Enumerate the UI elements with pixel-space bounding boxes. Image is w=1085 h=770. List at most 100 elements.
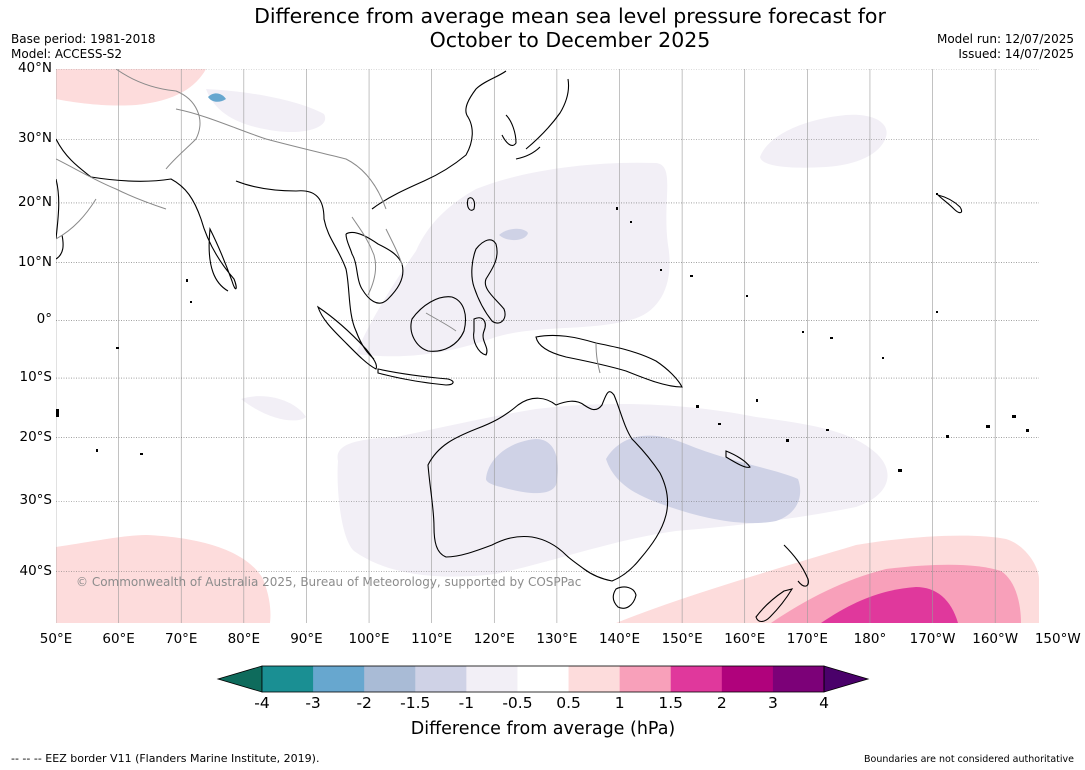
coastline-bay-of-bengal bbox=[235, 180, 375, 360]
title-line-2: October to December 2025 bbox=[429, 28, 711, 52]
pacific-islands bbox=[56, 193, 1029, 472]
base-period: Base period: 1981-2018 bbox=[11, 32, 156, 46]
eez-legend-note: -- -- -- EEZ border V11 (Flanders Marine… bbox=[11, 752, 320, 765]
model-name: Model: ACCESS-S2 bbox=[11, 47, 123, 61]
colorbar-segment bbox=[262, 666, 314, 692]
colorbar-segment bbox=[772, 666, 825, 692]
longitude-tick-label: 170°W bbox=[909, 631, 956, 647]
longitude-tick-label: 130°E bbox=[536, 631, 578, 647]
border-borneo-png bbox=[425, 312, 601, 374]
meta-right: Model run: 12/07/2025 Issued: 14/07/2025 bbox=[937, 32, 1074, 62]
negative-philippines-spot bbox=[499, 228, 528, 241]
latitude-tick-label: 30°N bbox=[17, 130, 52, 147]
coastline-new-zealand bbox=[755, 544, 809, 623]
positive-anomaly-northwest bbox=[56, 69, 206, 106]
longitude-tick-label: 80°E bbox=[227, 631, 261, 647]
latitude-tick-label: 20°N bbox=[17, 193, 52, 210]
negative-anomaly-himalaya-core bbox=[208, 93, 226, 102]
issued-date: Issued: 14/07/2025 bbox=[958, 47, 1074, 61]
coastline-arabian-peninsula bbox=[56, 178, 64, 260]
latitude-tick-label: 40°N bbox=[17, 60, 52, 76]
negative-anomaly-west-australia bbox=[486, 439, 558, 494]
colorbar-segment bbox=[364, 666, 416, 692]
colorbar-frame bbox=[261, 665, 825, 693]
colorbar-segment bbox=[721, 666, 774, 692]
coastline-borneo bbox=[410, 296, 467, 352]
longitude-tick-label: 180° bbox=[853, 631, 887, 647]
colorbar-over-arrow bbox=[823, 665, 870, 693]
longitude-tick-label: 110°E bbox=[411, 631, 453, 647]
longitude-tick-label: 160°E bbox=[724, 631, 766, 647]
coastline-sumatra bbox=[316, 305, 378, 370]
colorbar-tick: 3 bbox=[767, 694, 778, 712]
latitude-tick-label: 20°S bbox=[19, 428, 53, 445]
coastline-australia bbox=[427, 391, 669, 582]
colorbar-segment bbox=[517, 666, 570, 692]
colorbar-segment bbox=[568, 666, 621, 692]
coastline-china bbox=[371, 70, 507, 210]
longitude-tick-label: 150°W bbox=[1034, 631, 1081, 647]
coastline-arabia-india bbox=[56, 138, 237, 292]
weak-negative-north-pacific bbox=[760, 114, 887, 168]
weak-negative-himalaya bbox=[206, 89, 326, 133]
coastline-sulawesi bbox=[473, 317, 488, 356]
boundaries-disclaimer: Boundaries are not considered authoritat… bbox=[864, 754, 1074, 765]
coastline-taiwan bbox=[466, 197, 476, 211]
border-west-asia bbox=[56, 158, 167, 240]
colorbar bbox=[216, 665, 870, 693]
longitude-tick-label: 60°E bbox=[102, 631, 135, 647]
border-mekong bbox=[351, 216, 403, 296]
colorbar-segment bbox=[466, 666, 518, 692]
colorbar-tick: 2 bbox=[716, 694, 727, 712]
border-central-asia bbox=[115, 69, 387, 210]
country-borders bbox=[56, 69, 601, 374]
positive-anomaly-southwest bbox=[56, 535, 271, 623]
longitude-tick-label: 170°E bbox=[786, 631, 828, 647]
colorbar-label: Difference from average (hPa) bbox=[410, 719, 676, 739]
coastlines bbox=[56, 70, 963, 623]
title-line-1: Difference from average mean sea level p… bbox=[254, 4, 886, 28]
colorbar-segment bbox=[619, 666, 672, 692]
colorbar-segment bbox=[670, 666, 723, 692]
latitude-tick-label: 30°S bbox=[19, 492, 53, 509]
copyright-text: © Commonwealth of Australia 2025, Bureau… bbox=[76, 575, 581, 589]
coastline-korea bbox=[501, 114, 517, 146]
longitude-tick-label: 50°E bbox=[39, 631, 73, 647]
model-run: Model run: 12/07/2025 bbox=[936, 32, 1074, 46]
longitude-tick-label: 100°E bbox=[348, 631, 390, 647]
latitude-tick-label: 10°N bbox=[17, 253, 52, 270]
colorbar-tick: -1 bbox=[458, 694, 475, 712]
coastline-indochina bbox=[345, 231, 404, 304]
weak-negative-maritime-continent bbox=[356, 162, 670, 357]
coastline-philippines bbox=[471, 239, 506, 324]
longitude-tick-label: 70°E bbox=[164, 631, 198, 647]
colorbar-tick: -1.5 bbox=[400, 694, 431, 712]
coastline-tasmania bbox=[612, 586, 637, 609]
map-graticule bbox=[56, 69, 1039, 623]
weak-negative-indian-ocean-spot bbox=[241, 396, 306, 421]
longitude-tick-label: 150°E bbox=[661, 631, 703, 647]
longitude-tick-label: 120°E bbox=[473, 631, 515, 647]
colorbar-tick: -3 bbox=[305, 694, 321, 712]
colorbar-under-arrow bbox=[216, 665, 263, 693]
latitude-tick-label: 40°S bbox=[19, 562, 53, 579]
meta-left: Base period: 1981-2018 Model: ACCESS-S2 bbox=[11, 32, 156, 62]
colorbar-tick: 1 bbox=[614, 694, 625, 712]
positive-anomaly-southeast-strong bbox=[821, 587, 958, 623]
coastline-new-caledonia bbox=[725, 450, 751, 468]
longitude-tick-label: 160°W bbox=[972, 631, 1019, 647]
coastline-japan bbox=[515, 78, 570, 160]
longitude-tick-label: 90°E bbox=[290, 631, 323, 647]
colorbar-tick: -0.5 bbox=[502, 694, 533, 712]
colorbar-tick: 0.5 bbox=[556, 694, 581, 712]
longitude-tick-label: 140°E bbox=[598, 631, 641, 647]
colorbar-tick: 4 bbox=[819, 694, 829, 712]
colorbar-tick: -2 bbox=[356, 694, 372, 712]
coastline-hawaii bbox=[936, 193, 963, 214]
colorbar-tick: 1.5 bbox=[658, 694, 684, 712]
weak-negative-australia-region bbox=[337, 403, 888, 577]
colorbar-segment bbox=[415, 666, 467, 692]
colorbar-segment bbox=[313, 666, 365, 692]
latitude-tick-label: 10°S bbox=[19, 369, 53, 386]
page-title: Difference from average mean sea level p… bbox=[200, 4, 940, 52]
